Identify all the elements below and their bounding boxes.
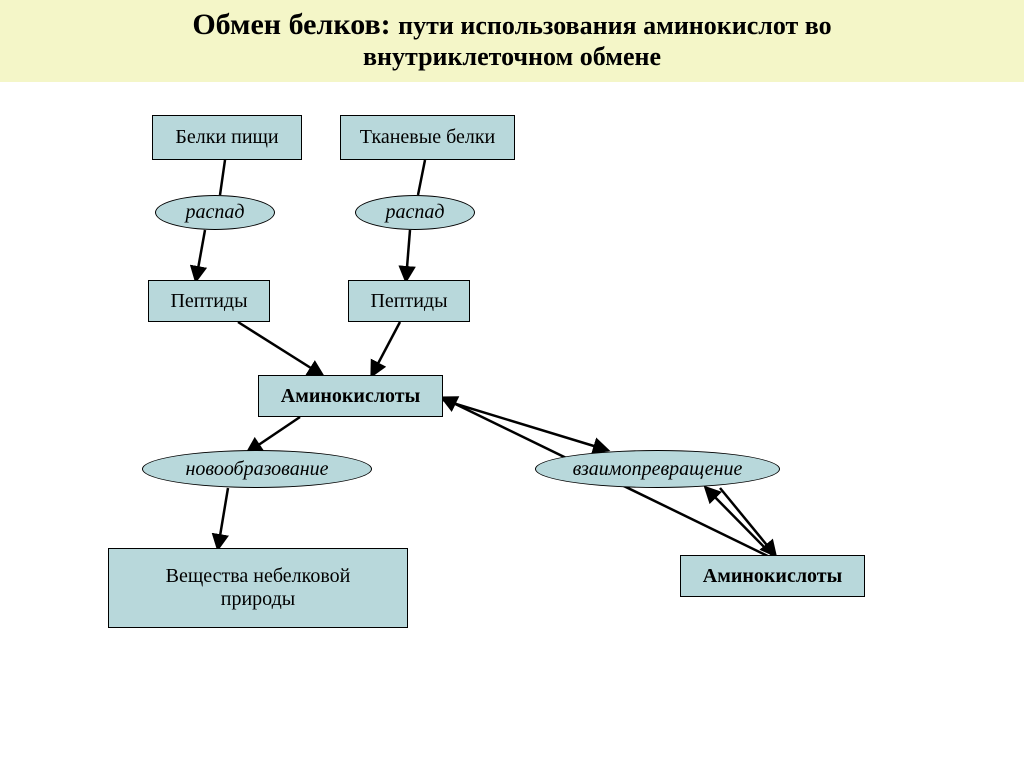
node-pept2: Пептиды bbox=[348, 280, 470, 322]
node-neoform: новообразование bbox=[142, 450, 372, 488]
edge bbox=[406, 230, 410, 280]
node-decay1: распад bbox=[155, 195, 275, 230]
node-amino2: Аминокислоты bbox=[680, 555, 865, 597]
node-food_prot: Белки пищи bbox=[152, 115, 302, 160]
node-tissue_prot: Тканевые белки bbox=[340, 115, 515, 160]
edge bbox=[706, 488, 772, 555]
title-main: Обмен белков: bbox=[192, 8, 398, 41]
title-sub-1: пути использования аминокислот во bbox=[398, 11, 832, 40]
edge bbox=[720, 488, 775, 555]
edge bbox=[418, 160, 425, 195]
node-pept1: Пептиды bbox=[148, 280, 270, 322]
edge bbox=[196, 230, 205, 280]
edge bbox=[443, 400, 607, 450]
node-interconv: взаимопревращение bbox=[535, 450, 780, 488]
edge bbox=[238, 322, 322, 375]
edge bbox=[372, 322, 400, 375]
edge bbox=[248, 417, 300, 452]
title-sub-2: внутриклеточном обмене bbox=[363, 42, 661, 71]
node-decay2: распад bbox=[355, 195, 475, 230]
edge bbox=[218, 488, 228, 548]
title-band: Обмен белков: пути использования аминоки… bbox=[0, 0, 1024, 82]
edge bbox=[220, 160, 225, 195]
node-nonprot: Вещества небелковойприроды bbox=[108, 548, 408, 628]
node-amino_main: Аминокислоты bbox=[258, 375, 443, 417]
